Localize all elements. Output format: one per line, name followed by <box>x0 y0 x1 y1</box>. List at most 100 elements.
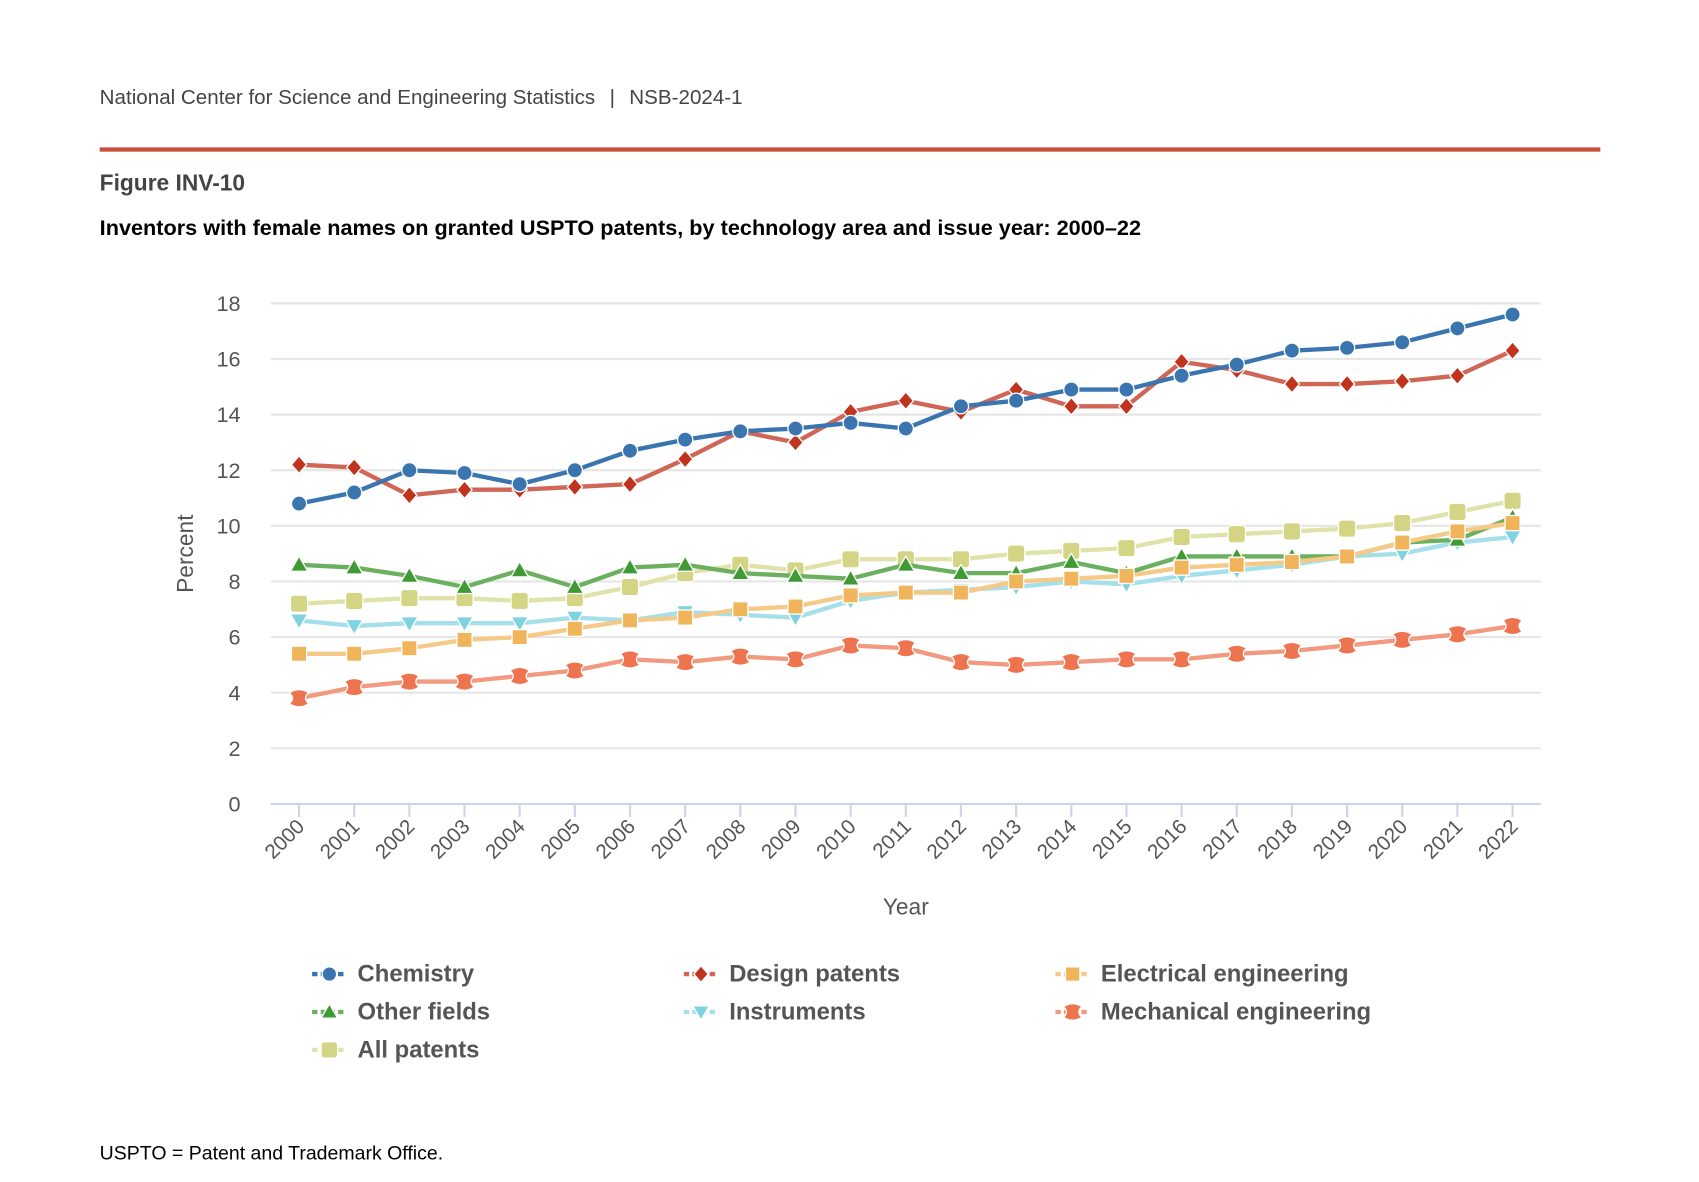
data-point-electrical-engineering <box>345 645 363 663</box>
x-tick-label: 2001 <box>316 815 365 864</box>
data-point-chemistry <box>1228 356 1246 373</box>
data-point-chemistry <box>787 420 804 437</box>
x-tick-label: 2019 <box>1308 815 1357 864</box>
legend-item-electrical-engineering[interactable]: Electrical engineering <box>1055 960 1349 988</box>
data-point-other-fields <box>840 568 861 586</box>
x-tick-label: 2005 <box>536 815 585 864</box>
data-point-electrical-engineering <box>1504 514 1521 532</box>
data-point-chemistry <box>842 414 859 432</box>
data-point-mechanical-engineering <box>894 638 917 658</box>
data-point-chemistry <box>732 423 749 440</box>
x-tick-label: 2011 <box>868 815 916 863</box>
legend-label: Other fields <box>357 997 491 1025</box>
legend-symbol-all-patents-icon <box>312 1041 347 1059</box>
data-point-mechanical-engineering <box>1170 650 1193 669</box>
legend-marker <box>691 1005 711 1022</box>
source-name: National Center for Science and Engineer… <box>99 86 596 110</box>
data-point-design-patents <box>897 391 915 411</box>
legend-item-all-patents[interactable]: All patents <box>312 1036 479 1064</box>
legend-symbol-mechanical-engineering-icon <box>1055 1003 1091 1021</box>
x-tick-label: 2008 <box>702 815 751 864</box>
data-point-all-patents <box>1448 502 1467 522</box>
x-tick-label: 2016 <box>1143 815 1192 864</box>
data-point-mechanical-engineering <box>784 650 807 669</box>
data-point-design-patents <box>456 480 473 500</box>
x-tick-label: 2013 <box>978 815 1027 864</box>
data-point-electrical-engineering <box>732 601 749 618</box>
data-point-electrical-engineering <box>952 584 970 601</box>
data-point-design-patents <box>676 449 694 469</box>
data-point-design-patents <box>1283 374 1301 394</box>
data-point-electrical-engineering <box>1173 559 1190 576</box>
data-point-all-patents <box>620 577 640 597</box>
x-tick-label: 2000 <box>260 815 309 864</box>
x-axis-title: Year <box>883 893 929 919</box>
data-point-other-fields <box>289 554 309 572</box>
data-point-design-patents <box>290 455 308 475</box>
report-id: NSB-2024-1 <box>629 86 743 110</box>
legend-marker <box>692 964 710 984</box>
y-tick-label: 12 <box>216 458 240 483</box>
data-point-mechanical-engineering <box>343 677 366 697</box>
data-point-chemistry <box>621 442 639 460</box>
x-tick-label: 2015 <box>1088 815 1137 864</box>
data-point-mechanical-engineering <box>1115 650 1138 669</box>
data-point-chemistry <box>345 484 363 501</box>
data-point-instruments <box>454 616 475 634</box>
legend-item-instruments[interactable]: Instruments <box>683 998 866 1026</box>
x-tick-label: 2007 <box>647 815 696 864</box>
data-point-chemistry <box>1283 342 1301 359</box>
data-point-all-patents <box>1503 491 1522 511</box>
data-point-electrical-engineering <box>1449 523 1466 540</box>
data-point-instruments <box>289 613 309 631</box>
x-tick-label: 2021 <box>1419 815 1468 864</box>
data-point-chemistry <box>1394 334 1411 351</box>
data-point-all-patents <box>1282 522 1302 541</box>
legend-label: Design patents <box>729 959 901 988</box>
data-point-mechanical-engineering <box>1005 655 1027 675</box>
data-point-mechanical-engineering <box>1336 636 1358 655</box>
x-tick-label: 2018 <box>1253 815 1302 864</box>
data-point-instruments <box>509 616 530 634</box>
legend-marker <box>320 1041 339 1059</box>
legend-item-other-fields[interactable]: Other fields <box>312 998 490 1026</box>
data-point-chemistry <box>1338 339 1356 357</box>
data-point-chemistry <box>1504 306 1521 323</box>
data-point-chemistry <box>1007 392 1025 409</box>
legend-item-chemistry[interactable]: Chemistry <box>312 960 474 988</box>
data-point-design-patents <box>787 432 804 453</box>
y-axis-title: Percent <box>172 514 198 593</box>
x-tick-label: 2022 <box>1474 815 1523 864</box>
data-point-chemistry <box>566 462 584 479</box>
data-point-mechanical-engineering <box>564 661 586 680</box>
data-point-electrical-engineering <box>676 609 694 626</box>
data-point-design-patents <box>1448 366 1466 386</box>
data-point-mechanical-engineering <box>950 652 972 672</box>
y-tick-label: 6 <box>228 625 240 650</box>
y-tick-label: 8 <box>228 569 240 594</box>
data-point-electrical-engineering <box>1118 567 1135 585</box>
legend-label: Mechanical engineering <box>1100 997 1372 1025</box>
data-point-electrical-engineering <box>511 628 528 646</box>
data-point-all-patents <box>1117 538 1136 558</box>
data-point-electrical-engineering <box>401 639 418 657</box>
data-point-chemistry <box>290 495 308 512</box>
y-tick-label: 18 <box>216 291 240 316</box>
data-point-chemistry <box>1118 381 1135 398</box>
legend-item-mechanical-engineering[interactable]: Mechanical engineering <box>1055 998 1371 1026</box>
data-point-electrical-engineering <box>1228 556 1246 574</box>
legend-item-design-patents[interactable]: Design patents <box>683 959 901 988</box>
data-point-chemistry <box>456 464 473 482</box>
data-point-design-patents <box>400 485 418 505</box>
data-point-chemistry <box>676 431 694 448</box>
data-point-instruments <box>399 616 420 634</box>
data-point-other-fields <box>344 557 364 575</box>
x-tick-label: 2020 <box>1364 815 1413 864</box>
data-point-other-fields <box>399 565 420 584</box>
data-point-instruments <box>344 618 364 636</box>
data-point-electrical-engineering <box>456 631 473 649</box>
data-point-chemistry <box>511 475 528 493</box>
data-point-all-patents <box>1006 544 1026 563</box>
data-point-all-patents <box>1337 519 1357 538</box>
